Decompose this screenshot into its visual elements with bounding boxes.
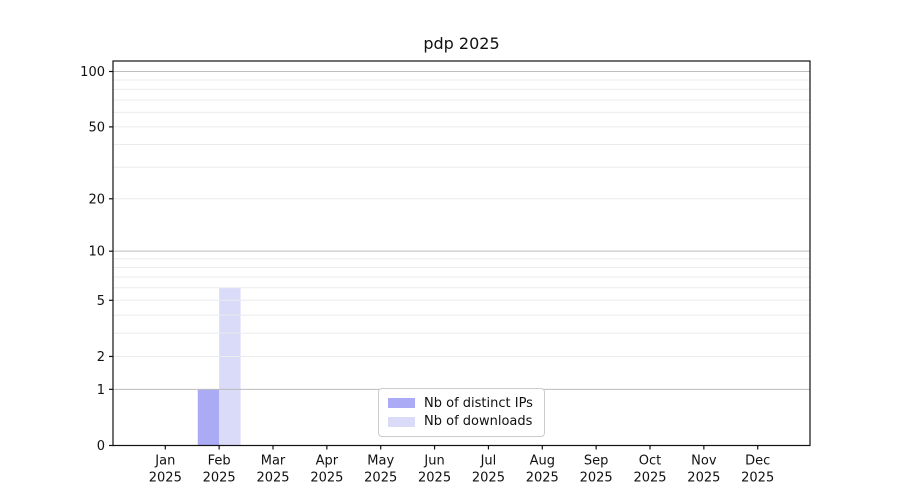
x-tick-label-month: Dec: [745, 454, 770, 469]
y-tick-label: 0: [97, 439, 105, 454]
y-tick-label: 20: [88, 192, 105, 207]
y-tick-label: 10: [88, 245, 105, 260]
legend-swatch-downloads-icon: [388, 416, 415, 427]
x-tick-label-month: Mar: [261, 454, 286, 469]
legend-item-downloads: Nb of downloads: [388, 413, 535, 430]
legend-label-distinct-ips: Nb of distinct IPs: [424, 395, 533, 411]
x-tick-label-month: Jan: [154, 454, 175, 469]
y-tick-label: 2: [97, 350, 105, 365]
x-tick-label-month: Sep: [584, 454, 609, 469]
chart-title: pdp 2025: [423, 34, 500, 53]
legend-item-distinct-ips: Nb of distinct IPs: [388, 395, 535, 412]
x-tick-label-month: Oct: [639, 454, 661, 469]
legend: Nb of distinct IPs Nb of downloads: [378, 388, 545, 437]
axes-spines: [112, 60, 811, 447]
bar-nb-of-distinct-ips-feb: [197, 389, 220, 446]
x-tick-label-year: 2025: [310, 471, 343, 486]
legend-label-downloads: Nb of downloads: [424, 414, 533, 430]
y-tick-label: 1: [97, 383, 105, 398]
x-tick-label-month: Feb: [208, 454, 231, 469]
x-tick-label-month: May: [367, 454, 394, 469]
y-tick-label: 50: [88, 120, 105, 135]
y-tick-label: 100: [80, 65, 105, 80]
x-tick-label-year: 2025: [203, 471, 236, 486]
x-tick-label-year: 2025: [418, 471, 451, 486]
x-tick-label-year: 2025: [741, 471, 774, 486]
x-tick-label-month: Aug: [530, 454, 555, 469]
x-tick-label-month: Apr: [316, 454, 339, 469]
bar-nb-of-downloads-feb: [219, 287, 241, 446]
x-tick-label-year: 2025: [364, 471, 397, 486]
x-tick-label-year: 2025: [526, 471, 559, 486]
x-tick-label-year: 2025: [149, 471, 182, 486]
y-tick-label: 5: [97, 294, 105, 309]
x-tick-label-year: 2025: [472, 471, 505, 486]
legend-swatch-distinct-ips-icon: [388, 398, 415, 409]
x-tick-label-month: Nov: [691, 454, 717, 469]
x-tick-label-year: 2025: [256, 471, 289, 486]
x-tick-label-year: 2025: [687, 471, 720, 486]
x-tick-label-month: Jul: [480, 454, 497, 469]
x-tick-label-year: 2025: [580, 471, 613, 486]
x-tick-label-month: Jun: [423, 454, 444, 469]
x-tick-label-year: 2025: [633, 471, 666, 486]
